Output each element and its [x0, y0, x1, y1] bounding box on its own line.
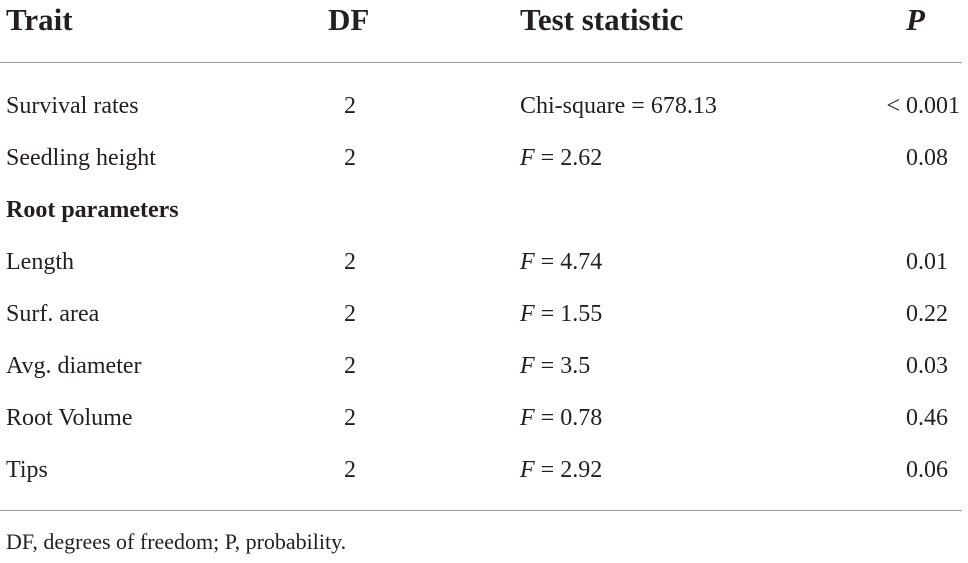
header-divider [0, 62, 962, 63]
header-trait: Trait [6, 2, 73, 37]
stat-variable: F [520, 301, 535, 327]
footer-divider [0, 510, 962, 511]
cell-p: 0.08 [906, 145, 948, 171]
cell-df: 2 [344, 353, 356, 379]
cell-df: 2 [344, 405, 356, 431]
cell-test-statistic: F = 0.78 [520, 398, 602, 438]
cell-p: 0.46 [906, 405, 948, 431]
cell-test-statistic: Chi-square = 678.13 [520, 86, 717, 126]
cell-df: 2 [344, 301, 356, 327]
cell-test-statistic: F = 3.5 [520, 346, 590, 386]
cell-test-statistic: F = 4.74 [520, 242, 602, 282]
cell-df: 2 [344, 93, 356, 119]
table-row: Survival rates 2 Chi-square = 678.13 < 0… [0, 86, 968, 126]
cell-trait: Surf. area [6, 301, 100, 327]
table-row: Avg. diameter 2 F = 3.5 0.03 [0, 346, 968, 386]
section-heading: Root parameters [6, 197, 179, 223]
table-row: Length 2 F = 4.74 0.01 [0, 242, 968, 282]
stat-variable: F [520, 249, 535, 275]
table-footnote: DF, degrees of freedom; P, probability. [6, 529, 347, 554]
cell-trait: Seedling height [6, 145, 156, 171]
table-row: Surf. area 2 F = 1.55 0.22 [0, 294, 968, 334]
cell-test-statistic: F = 1.55 [520, 294, 602, 334]
cell-df: 2 [344, 249, 356, 275]
stat-variable: F [520, 145, 535, 171]
table-row-section: Root parameters [0, 190, 968, 230]
stat-variable: F [520, 405, 535, 431]
stat-value: = 4.74 [534, 249, 603, 275]
cell-trait: Tips [6, 457, 48, 483]
cell-df: 2 [344, 145, 356, 171]
stat-value: = 3.5 [534, 353, 591, 379]
cell-test-statistic: F = 2.92 [520, 450, 602, 490]
table-row: Tips 2 F = 2.92 0.06 [0, 450, 968, 490]
cell-p: 0.22 [906, 301, 948, 327]
cell-p: 0.01 [906, 249, 948, 275]
stat-value: = 2.92 [534, 457, 603, 483]
cell-trait: Avg. diameter [6, 353, 142, 379]
cell-trait: Survival rates [6, 93, 139, 119]
cell-p: 0.06 [906, 457, 948, 483]
header-df: DF [328, 2, 370, 37]
stat-variable: F [520, 457, 535, 483]
header-test-statistic: Test statistic [520, 2, 684, 37]
cell-p: 0.03 [906, 353, 948, 379]
cell-test-statistic: F = 2.62 [520, 138, 602, 178]
cell-trait: Root Volume [6, 405, 133, 431]
stat-value: Chi-square = 678.13 [520, 93, 717, 119]
table-row: Seedling height 2 F = 2.62 0.08 [0, 138, 968, 178]
stat-value: = 0.78 [534, 405, 603, 431]
header-p: P [906, 2, 925, 37]
table-row: Root Volume 2 F = 0.78 0.46 [0, 398, 968, 438]
cell-trait: Length [6, 249, 74, 275]
cell-df: 2 [344, 457, 356, 483]
stat-value: = 2.62 [534, 145, 603, 171]
table-header: Trait DF Test statistic P [0, 0, 968, 44]
stat-variable: F [520, 353, 535, 379]
cell-p: < 0.001 [886, 93, 960, 119]
stat-value: = 1.55 [534, 301, 603, 327]
